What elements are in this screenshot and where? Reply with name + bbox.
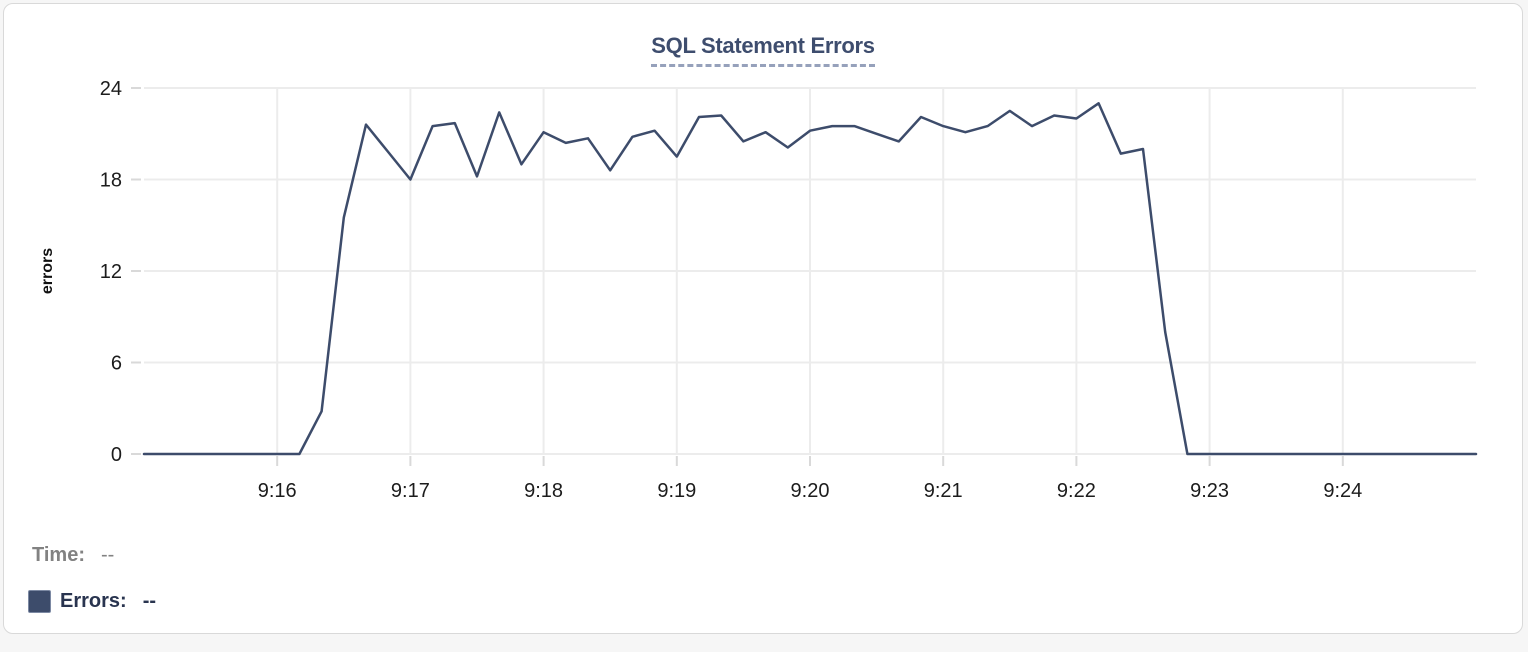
x-tick-label: 9:18 <box>524 480 563 502</box>
time-label: Time: <box>32 544 85 566</box>
time-value: -- <box>100 544 115 566</box>
y-tick-label: 0 <box>111 444 122 466</box>
chart-title[interactable]: SQL Statement Errors <box>651 33 875 67</box>
x-tick-label: 9:21 <box>924 480 963 502</box>
x-tick-label: 9:19 <box>657 480 696 502</box>
x-tick-label: 9:23 <box>1190 480 1229 502</box>
x-tick-label: 9:22 <box>1057 480 1096 502</box>
y-tick-label: 24 <box>100 78 122 100</box>
sql-errors-chart-card: SQL Statement Errors 0 6 12 18 24 9:16 9:17 9:1… <box>3 3 1523 634</box>
y-axis-title: errors <box>39 248 56 294</box>
errors-series-line <box>142 102 1478 456</box>
errors-value: -- <box>142 590 157 612</box>
errors-series-swatch <box>28 590 51 613</box>
x-tick-label: 9:16 <box>258 480 297 502</box>
y-tick-label: 6 <box>111 353 122 375</box>
y-tick-label: 18 <box>100 170 122 192</box>
x-tick-label: 9:20 <box>791 480 830 502</box>
errors-label: Errors: <box>60 590 127 612</box>
x-tick-label: 9:24 <box>1323 480 1362 502</box>
y-tick-label: 12 <box>100 261 122 283</box>
time-readout-row: Time: -- <box>32 544 114 567</box>
errors-line-chart[interactable]: 0 6 12 18 24 9:16 9:17 9:18 9:19 9:20 9:21 9:22 9:23… <box>4 4 1528 516</box>
chart-title-wrap: SQL Statement Errors <box>4 33 1522 67</box>
errors-readout-row: Errors: -- <box>28 590 156 613</box>
x-tick-label: 9:17 <box>391 480 430 502</box>
